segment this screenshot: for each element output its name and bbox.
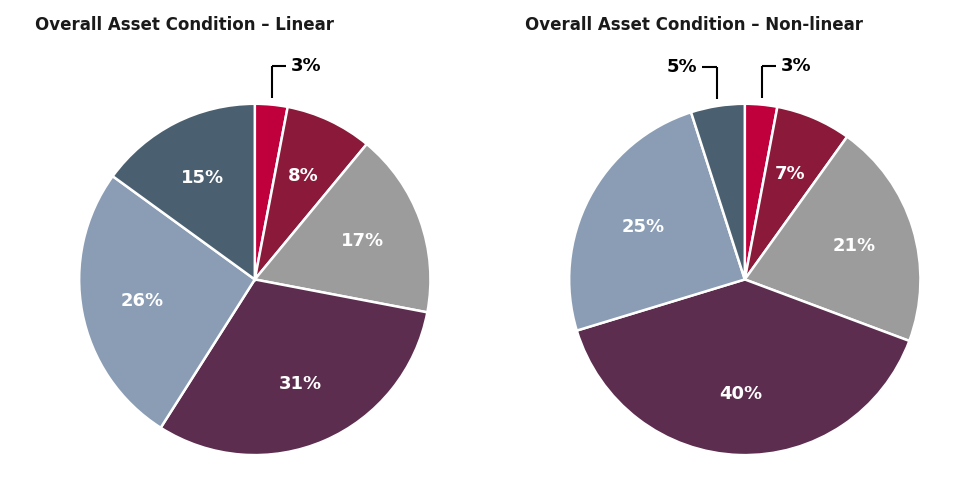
Wedge shape: [161, 279, 427, 455]
Text: Overall Asset Condition – Non-linear: Overall Asset Condition – Non-linear: [525, 15, 863, 33]
Text: 40%: 40%: [719, 385, 762, 403]
Wedge shape: [255, 104, 288, 279]
Text: 25%: 25%: [622, 218, 665, 236]
Wedge shape: [113, 104, 255, 279]
Text: 3%: 3%: [291, 57, 322, 75]
Wedge shape: [79, 176, 255, 428]
Text: 3%: 3%: [781, 57, 811, 75]
Text: 15%: 15%: [181, 169, 224, 187]
Wedge shape: [569, 112, 745, 331]
Text: 8%: 8%: [288, 167, 319, 185]
Wedge shape: [745, 137, 920, 341]
Text: 7%: 7%: [774, 166, 805, 184]
Wedge shape: [691, 104, 745, 279]
Text: Overall Asset Condition – Linear: Overall Asset Condition – Linear: [35, 15, 334, 33]
Text: 5%: 5%: [666, 58, 697, 76]
Wedge shape: [577, 279, 909, 455]
Text: 31%: 31%: [278, 375, 321, 393]
Text: 21%: 21%: [832, 237, 875, 255]
Wedge shape: [255, 107, 367, 279]
Wedge shape: [745, 104, 777, 279]
Text: 17%: 17%: [341, 232, 384, 250]
Text: 26%: 26%: [122, 292, 165, 310]
Wedge shape: [255, 144, 430, 312]
Wedge shape: [745, 107, 847, 279]
